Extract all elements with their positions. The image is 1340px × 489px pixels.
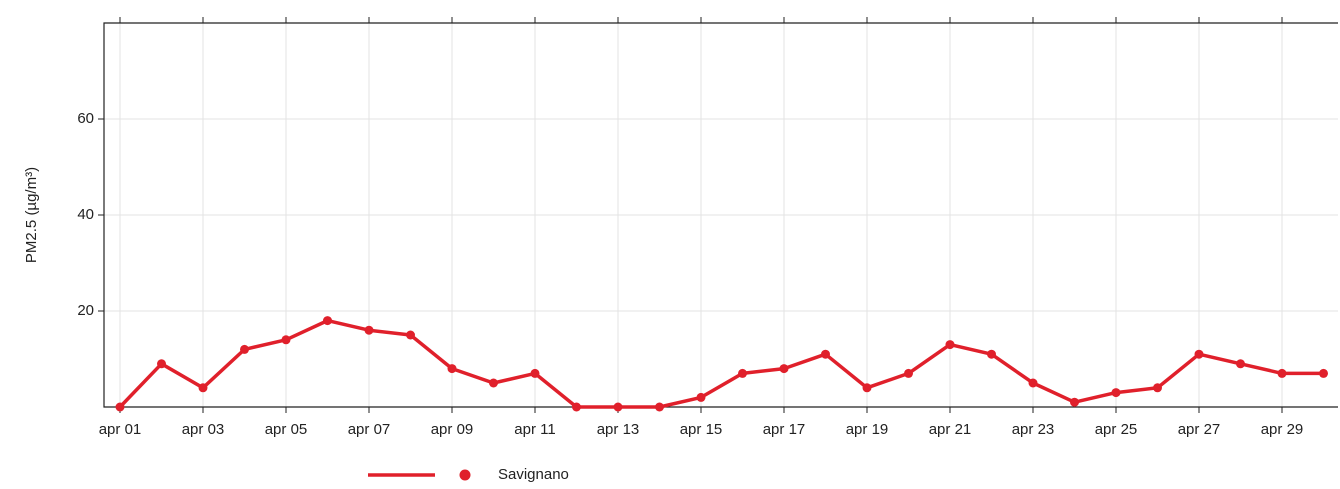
point — [1153, 383, 1162, 393]
point — [904, 368, 913, 378]
x-tick-label: apr 05 — [265, 421, 308, 438]
point — [489, 378, 498, 388]
x-tick-label: apr 03 — [182, 421, 225, 438]
line — [118, 318, 1324, 409]
point — [1236, 359, 1245, 369]
x-tick-label: apr 09 — [431, 421, 474, 438]
x-tick-label: apr 01 — [99, 421, 142, 438]
point — [323, 316, 332, 326]
x-tick-label: apr 29 — [1261, 421, 1304, 438]
x-tick-label: apr 13 — [597, 421, 640, 438]
y-tick-label: 60 — [77, 110, 94, 127]
legend-label: Savignano — [498, 466, 569, 483]
point — [572, 402, 581, 412]
point — [987, 349, 996, 359]
y-tick-label: 20 — [77, 302, 94, 319]
point — [281, 335, 291, 345]
point — [945, 340, 955, 350]
point — [1070, 397, 1079, 407]
point — [406, 330, 415, 340]
point — [1194, 349, 1204, 359]
point — [198, 383, 208, 393]
point — [696, 392, 706, 402]
point — [1277, 368, 1287, 378]
legend-point — [459, 469, 471, 481]
point — [240, 344, 249, 354]
point — [779, 364, 789, 374]
point — [115, 402, 125, 412]
point — [447, 364, 457, 374]
point — [613, 402, 623, 412]
y-axis-label: PM2.5 (µg/m³) — [23, 167, 40, 263]
x-tick-label: apr 11 — [514, 421, 555, 438]
x-tick-label: apr 27 — [1178, 421, 1221, 438]
point — [1111, 388, 1121, 398]
point — [821, 349, 830, 359]
x-tick-label: apr 19 — [846, 421, 889, 438]
y-tick-label: 40 — [77, 206, 94, 223]
point — [862, 383, 872, 393]
x-tick-label: apr 15 — [680, 421, 723, 438]
axis-frame — [103, 22, 1338, 408]
point — [1028, 378, 1038, 388]
point — [738, 368, 747, 378]
point — [530, 368, 540, 378]
point — [364, 325, 374, 335]
x-tick-label: apr 21 — [929, 421, 972, 438]
point — [157, 359, 166, 369]
x-tick-label: apr 07 — [348, 421, 391, 438]
x-tick-label: apr 23 — [1012, 421, 1055, 438]
point — [655, 402, 664, 412]
x-tick-label: apr 17 — [763, 421, 806, 438]
point — [1319, 368, 1328, 378]
x-tick-label: apr 25 — [1095, 421, 1138, 438]
